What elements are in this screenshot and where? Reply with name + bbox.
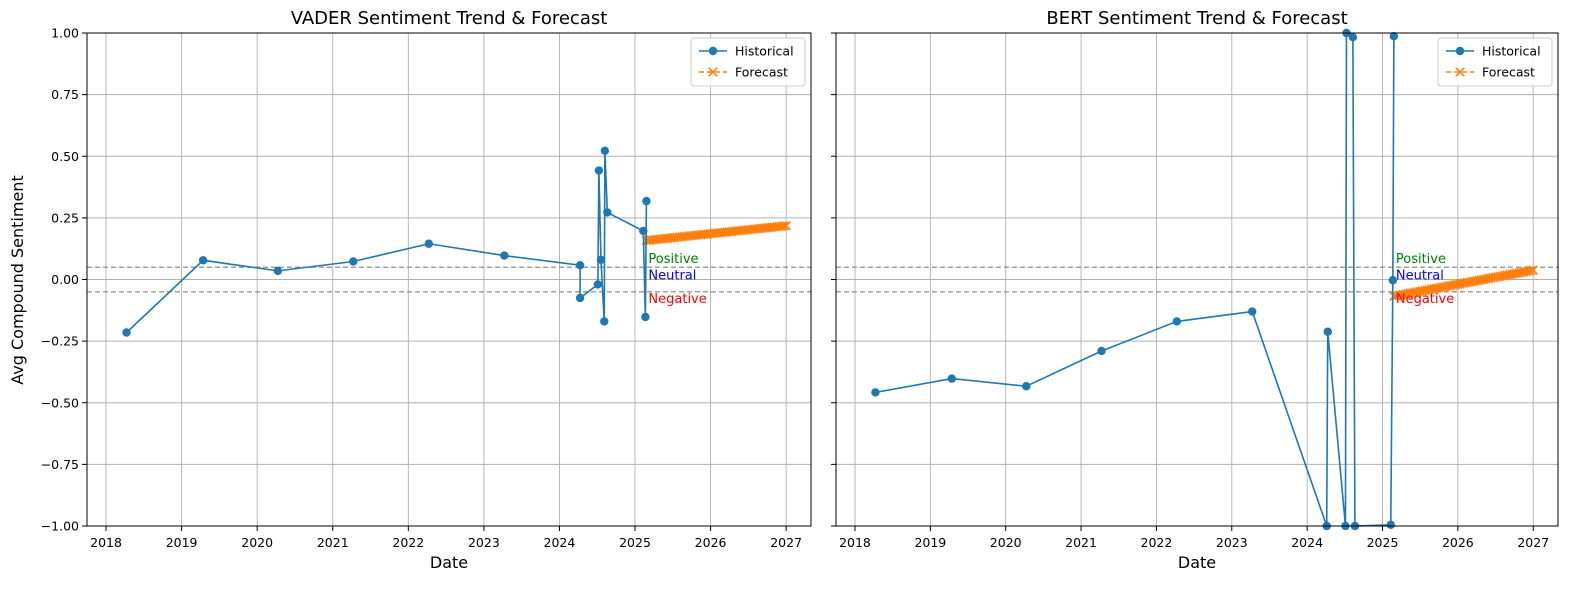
chart-0-grid (87, 32, 811, 527)
chart-1-historical-series (871, 28, 1399, 531)
chart-0-y-tick-label: 0.25 (51, 210, 79, 225)
chart-0-historical-point (575, 293, 585, 303)
chart-0-x-tick-label: 2027 (770, 535, 802, 550)
chart-0-historical-point (642, 196, 651, 206)
chart-0-y-tick-label: −0.25 (41, 334, 79, 349)
chart-1-x-tick-label: 2021 (1065, 535, 1097, 550)
chart-1-xlabel: Date (1178, 553, 1216, 572)
chart-0-y-tick-label: 0.75 (51, 87, 79, 102)
chart-0-legend-historical-label: Historical (735, 44, 794, 59)
chart-0-historical-point (575, 261, 585, 270)
chart-1-x-tick-label: 2024 (1291, 535, 1323, 550)
chart-0-y-tick-label: 0.50 (51, 149, 79, 164)
chart-0-annotation-neutral: Neutral (648, 269, 696, 284)
chart-1-historical-point (1022, 382, 1031, 391)
chart-1-x-tick-label: 2018 (839, 535, 871, 550)
chart-0-legend-forecast-marker (708, 67, 718, 77)
chart-0-historical-point (639, 226, 648, 236)
chart-0-historical-point (500, 251, 509, 260)
chart-1-historical-point (1386, 520, 1395, 529)
chart-1-historical-point (1388, 276, 1398, 285)
chart-1-annotation-neutral: Neutral (1396, 269, 1444, 284)
chart-1-legend: Historical Forecast (1437, 37, 1553, 87)
chart-1-annotation-negative: Negative (1396, 292, 1454, 307)
chart-1-forecast-point (1526, 265, 1536, 276)
chart-0-x-tick-label: 2018 (90, 535, 122, 550)
chart-0-legend-historical-marker (708, 46, 718, 56)
chart-0-forecast-series (641, 220, 791, 246)
chart-1-x-tick-label: 2027 (1517, 535, 1549, 550)
chart-0-historical-point (600, 146, 610, 156)
right-panel: Positive Neutral Negative 2018 2019 2020 2021 2… (831, 8, 1559, 572)
chart-1-x-tick-label: 2023 (1216, 535, 1248, 550)
chart-0-y-tick-label: 1.00 (51, 26, 79, 41)
chart-0-historical-point (424, 239, 434, 248)
chart-0-xlabel: Date (430, 553, 468, 572)
chart-1-x-tick-label: 2019 (914, 535, 946, 550)
chart-1-annotation-positive: Positive (1396, 252, 1446, 267)
chart-1-legend-historical-label: Historical (1482, 44, 1541, 59)
chart-0-historical-point (198, 256, 208, 265)
chart-1-historical-point (871, 388, 880, 397)
chart-0-historical-point (273, 266, 283, 276)
chart-0-historical-point (641, 312, 650, 322)
chart-0-title: VADER Sentiment Trend & Forecast (291, 8, 608, 29)
chart-0-legend-forecast-label: Forecast (735, 65, 788, 80)
chart-1-title: BERT Sentiment Trend & Forecast (1046, 8, 1347, 29)
chart-1-historical-point (1172, 317, 1182, 326)
chart-0-historical-point (349, 257, 358, 266)
chart-0-x-tick-label: 2026 (695, 535, 727, 550)
chart-0-x-tick-label: 2022 (392, 535, 424, 550)
chart-1-historical-point (1248, 307, 1257, 316)
chart-1-x-tick-label: 2020 (990, 535, 1022, 550)
chart-0-historical-point (596, 255, 606, 264)
chart-0-annotation-negative: Negative (648, 292, 706, 307)
chart-0-legend-box (690, 37, 806, 87)
chart-0-forecast-point (781, 220, 791, 231)
figure-ylabel: Avg Compound Sentiment (8, 175, 27, 384)
chart-1-historical-point (947, 374, 957, 383)
chart-0-historical-point (603, 208, 612, 217)
chart-0-x-tick-label: 2025 (619, 535, 651, 550)
chart-0-historical-point (593, 280, 603, 289)
chart-1-historical-point (1389, 32, 1399, 41)
chart-1-historical-point (1097, 346, 1106, 356)
chart-0-historical-line (125, 150, 648, 334)
chart-1-historical-point (1323, 327, 1332, 336)
left-panel: Positive Neutral Negative 2018 2019 2020 2021 2… (41, 8, 812, 572)
chart-1-legend-historical-marker (1455, 46, 1465, 56)
chart-1-grid (836, 32, 1558, 527)
chart-1-x-tick-label: 2022 (1141, 535, 1173, 550)
chart-1-legend-box (1437, 37, 1553, 87)
chart-0-historical-series (122, 146, 651, 337)
chart-0-y-tick-label: 0.00 (51, 272, 79, 287)
chart-0-y-tick-label: −1.00 (41, 519, 79, 534)
chart-0-x-tick-label: 2023 (468, 535, 500, 550)
chart-0-annotation-positive: Positive (648, 252, 698, 267)
chart-0-forecast-point (779, 221, 789, 231)
chart-0-historical-point (600, 317, 609, 326)
chart-0-x-tick-label: 2024 (544, 535, 576, 550)
chart-1-legend-forecast-marker (1455, 67, 1465, 77)
chart-0-y-tick-label: −0.75 (41, 457, 79, 472)
chart-0-historical-point (122, 328, 131, 337)
chart-1-forecast-point (1528, 265, 1538, 275)
chart-0-historical-point (594, 166, 604, 175)
chart-1-historical-point (1348, 32, 1358, 42)
chart-0-x-tick-label: 2019 (166, 535, 198, 550)
chart-1-legend-forecast-label: Forecast (1482, 65, 1535, 80)
chart-0-x-tick-label: 2020 (241, 535, 273, 550)
chart-0-legend: Historical Forecast (690, 37, 806, 87)
chart-0-x-tick-label: 2021 (317, 535, 349, 550)
chart-0-y-tick-label: −0.50 (41, 395, 79, 410)
chart-1-forecast-series (1389, 265, 1538, 302)
chart-1-x-tick-label: 2025 (1367, 535, 1399, 550)
chart-1-x-tick-label: 2026 (1442, 535, 1474, 550)
